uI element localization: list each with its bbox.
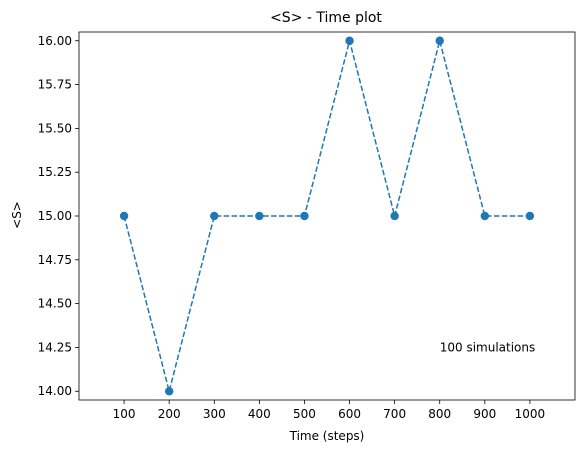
x-tick-label-400: 400 <box>248 407 271 421</box>
x-tick-label-500: 500 <box>293 407 316 421</box>
x-tick-label-900: 900 <box>473 407 496 421</box>
y-tick-label-5: 15.25 <box>38 165 72 179</box>
y-tick-label-6: 15.50 <box>38 121 72 135</box>
data-point-100 <box>119 211 129 221</box>
data-point-900 <box>480 211 490 221</box>
y-tick-label-1: 14.25 <box>38 340 72 354</box>
axes-frame <box>78 31 576 401</box>
chart-title: <S> - Time plot <box>270 10 382 26</box>
x-tick-label-1000: 1000 <box>515 407 546 421</box>
data-point-600 <box>345 36 354 45</box>
data-point-1000 <box>525 211 535 221</box>
y-tick-label-8: 16.00 <box>38 34 72 48</box>
y-tick-label-7: 15.75 <box>38 78 72 92</box>
x-tick-label-300: 300 <box>203 407 226 421</box>
x-tick-label-100: 100 <box>113 407 136 421</box>
y-tick-label-2: 14.50 <box>38 297 72 311</box>
y-tick-label-0: 14.00 <box>38 384 72 398</box>
x-tick-label-700: 700 <box>383 407 406 421</box>
y-axis-label: <S> <box>10 201 24 229</box>
data-point-700 <box>390 211 399 221</box>
x-axis-label: Time (steps) <box>289 429 365 443</box>
plot-area: 100 200 300 400 500 600 700 800 900 1000 14.00 14.2… <box>38 31 576 421</box>
y-tick-label-4: 15.00 <box>38 209 72 223</box>
series-line-0 <box>123 40 530 392</box>
data-point-800 <box>435 36 444 45</box>
y-tick-label-3: 14.75 <box>38 253 72 267</box>
data-point-200 <box>164 387 174 396</box>
x-tick-label-800: 800 <box>428 407 451 421</box>
data-point-400 <box>255 211 264 221</box>
x-tick-label-600: 600 <box>338 407 361 421</box>
data-point-300 <box>210 211 219 221</box>
data-point-500 <box>300 211 309 221</box>
annotation-0: 100 simulations <box>440 340 536 354</box>
x-tick-label-200: 200 <box>158 407 181 421</box>
